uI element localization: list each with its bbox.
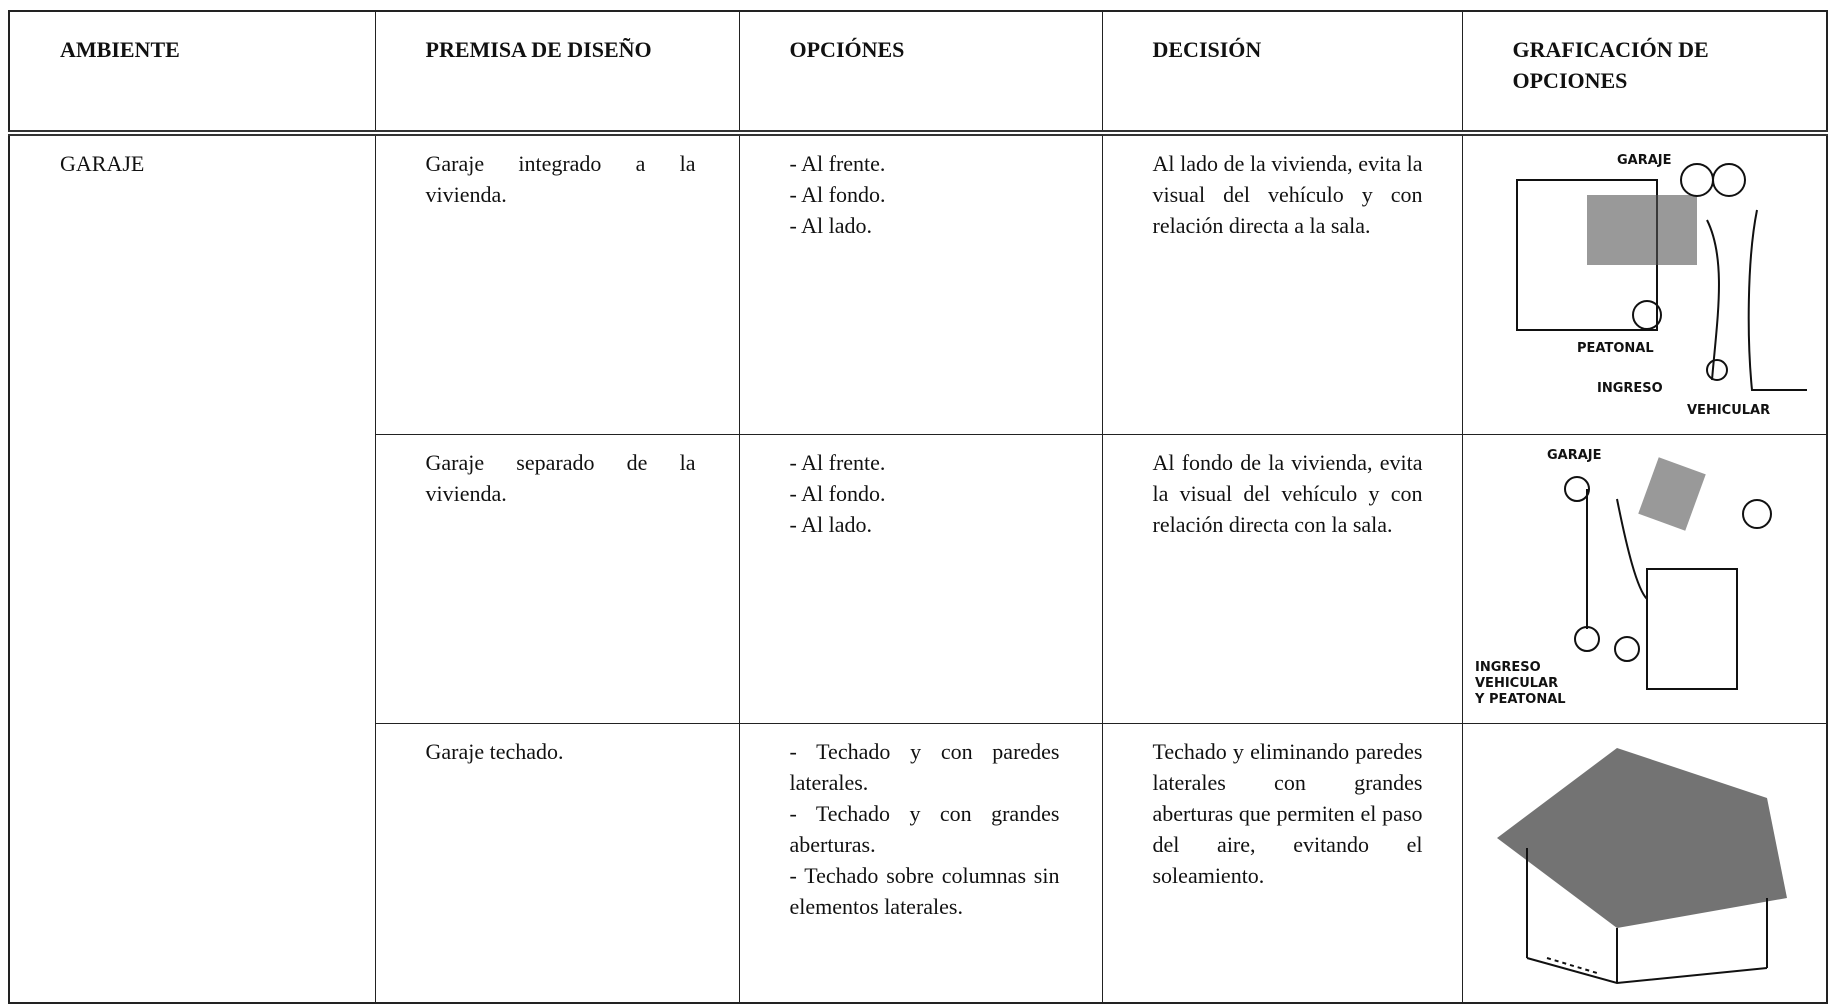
tree <box>1705 359 1728 381</box>
option: - Al frente. <box>789 151 886 176</box>
graphic-label: Y PEATONAL <box>1474 692 1566 707</box>
house-outline <box>1645 568 1738 690</box>
header-cell: PREMISA DE DISEÑO <box>374 10 740 136</box>
header-row: AMBIENTE PREMISA DE DISEÑO OPCIÓNES DECI… <box>8 10 1828 136</box>
graphic-label: PEATONAL <box>1577 341 1654 356</box>
graphic-label: GARAJE <box>1547 448 1602 463</box>
walls <box>1525 848 1768 985</box>
ground <box>1546 957 1597 974</box>
premise: Garaje techado. <box>425 739 564 764</box>
row: Garaje separado de la vivienda. - Al fre… <box>9 434 1828 724</box>
option: - Al fondo. <box>789 481 886 506</box>
option: - Al lado. <box>789 512 873 537</box>
decision: Al lado de la vivienda, evita la visual … <box>1152 151 1423 238</box>
site-sketch: GARAJE INGRESO VEHICULAR Y PEATONAL <box>1474 448 1772 707</box>
garage-hatch <box>1586 195 1697 265</box>
header-cell: GRAFICACIÓN DE OPCIONES <box>1461 10 1828 136</box>
roof-sketch <box>1496 748 1787 985</box>
decision-cell: Al lado de la vivienda, evita la visual … <box>1101 132 1463 435</box>
decision-cell: Techado y eliminando paredes laterales c… <box>1101 723 1463 1004</box>
options-cell: - Al frente. - Al fondo. - Al lado. <box>738 132 1103 435</box>
decision: Al fondo de la vivienda, evita la visual… <box>1152 450 1423 537</box>
graphic-label: VEHICULAR <box>1687 403 1770 418</box>
row: Garaje techado. - Techado y con paredes … <box>9 723 1828 1004</box>
graphic-label: INGRESO <box>1597 381 1663 396</box>
premise-cell: Garaje separado de la vivienda. <box>374 434 740 724</box>
tree <box>1741 499 1772 529</box>
decision-cell: Al fondo de la vivienda, evita la visual… <box>1101 434 1463 724</box>
option: - Techado y con paredes laterales. <box>789 739 1060 795</box>
driveway <box>1705 209 1807 391</box>
ambiente: GARAJE <box>60 151 145 176</box>
header-cell: OPCIÓNES <box>738 10 1103 136</box>
header-cell: DECISIÓN <box>1101 10 1463 136</box>
tree <box>1631 300 1662 330</box>
site-sketch: GARAJE PEATONAL INGRESO VEHICULAR <box>1515 153 1807 418</box>
path <box>1585 489 1648 629</box>
option: - Al frente. <box>789 450 886 475</box>
graphic-label: GARAJE <box>1617 153 1672 168</box>
garage-hatch <box>1637 457 1706 531</box>
graphic-cell <box>1461 723 1828 1004</box>
premise-cell: Garaje integrado a la vivienda. <box>374 132 740 435</box>
premise: Garaje separado de la vivienda. <box>425 450 696 506</box>
table-header: AMBIENTE PREMISA DE DISEÑO OPCIÓNES DECI… <box>8 10 1828 136</box>
option: - Al fondo. <box>789 182 886 207</box>
options-cell: - Al frente. - Al fondo. - Al lado. <box>738 434 1103 724</box>
options-cell: - Techado y con paredes laterales. - Tec… <box>738 723 1103 1004</box>
tree <box>1573 626 1600 652</box>
roof <box>1496 748 1787 928</box>
decision: Techado y eliminando paredes laterales c… <box>1152 739 1423 888</box>
graphic-label: INGRESO <box>1475 660 1541 675</box>
graphic-label: VEHICULAR <box>1475 676 1558 691</box>
graphic-cell: GARAJE INGRESO VEHICULAR Y PEATONAL <box>1461 434 1828 724</box>
header-cell: AMBIENTE <box>8 10 376 136</box>
option: - Techado y con grandes aberturas. <box>789 801 1060 857</box>
row: GARAJE Garaje integrado a la vivienda. -… <box>8 132 1828 1004</box>
tree <box>1563 476 1590 502</box>
option: - Techado sobre columnas sin elementos l… <box>789 863 1060 919</box>
tree <box>1679 163 1714 197</box>
option: - Al lado. <box>789 213 873 238</box>
tree <box>1613 636 1640 662</box>
tree <box>1711 163 1746 197</box>
table-body: GARAJE Garaje integrado a la vivienda. -… <box>8 132 1828 1004</box>
premise: Garaje integrado a la vivienda. <box>425 151 696 207</box>
design-table: AMBIENTE PREMISA DE DISEÑO OPCIÓNES DECI… <box>8 10 1828 1004</box>
graphic-cell: GARAJE PEATONAL INGRESO VEHICULAR <box>1461 132 1828 435</box>
premise-cell: Garaje techado. <box>374 723 740 1004</box>
ambiente-cell: GARAJE <box>8 132 376 1004</box>
